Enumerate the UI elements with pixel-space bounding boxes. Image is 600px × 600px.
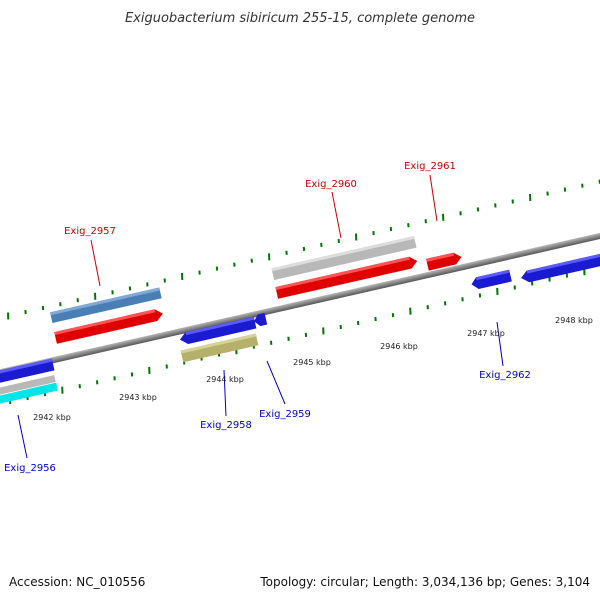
label-exig-2957: Exig_2957	[64, 226, 116, 237]
gene-exig-2960-bar[interactable]	[271, 235, 417, 281]
topology-text: Topology: circular; Length: 3,034,136 bp…	[259, 575, 590, 589]
leader-exig-2956	[17, 414, 28, 459]
label-exig-2956: Exig_2956	[4, 463, 56, 474]
gene-exig-2956-arrow[interactable]	[0, 358, 55, 389]
map-title: Exiguobacterium sibiricum 255-15, comple…	[125, 11, 475, 26]
leader-exig-2957	[90, 239, 101, 287]
leader-exig-2959	[266, 360, 286, 405]
leader-exig-2961	[429, 174, 438, 222]
gene-exig-2961-arrow[interactable]	[426, 251, 463, 271]
label-exig-2959: Exig_2959	[259, 409, 311, 420]
gene-exig-2957-bar[interactable]	[50, 287, 162, 324]
scale-label-2948: 2948 kbp	[555, 316, 593, 325]
label-exig-2962: Exig_2962	[479, 370, 531, 381]
scale-label-2945: 2945 kbp	[293, 358, 331, 367]
leader-exig-2962	[496, 321, 504, 367]
gene-exig-2956-bar[interactable]	[0, 375, 56, 402]
gene-exig-2957-arrow[interactable]	[54, 308, 164, 344]
gene-exig-2956-cyan[interactable]	[0, 382, 58, 410]
genome-backbone	[0, 216, 600, 392]
tick-row-forward	[7, 179, 600, 320]
leader-exig-2960	[331, 191, 342, 239]
scale-label-2942: 2942 kbp	[33, 413, 71, 422]
label-exig-2960: Exig_2960	[305, 179, 357, 190]
scale-label-2944: 2944 kbp	[206, 375, 244, 384]
label-exig-2961: Exig_2961	[404, 161, 456, 172]
gene-next-arrow[interactable]	[520, 252, 600, 284]
scale-label-2947: 2947 kbp	[467, 329, 505, 338]
gene-exig-2958-bar[interactable]	[180, 333, 259, 363]
scale-label-2943: 2943 kbp	[119, 393, 157, 402]
gene-exig-2959-arrow[interactable]	[253, 312, 268, 327]
gene-exig-2958-arrow[interactable]	[179, 316, 257, 346]
scale-label-2946: 2946 kbp	[380, 342, 418, 351]
label-exig-2958: Exig_2958	[200, 420, 252, 431]
gene-exig-2962-arrow[interactable]	[470, 269, 512, 291]
gene-exig-2960-arrow[interactable]	[275, 255, 418, 299]
accession-text: Accession: NC_010556	[9, 575, 145, 589]
leader-exig-2958	[223, 369, 227, 417]
